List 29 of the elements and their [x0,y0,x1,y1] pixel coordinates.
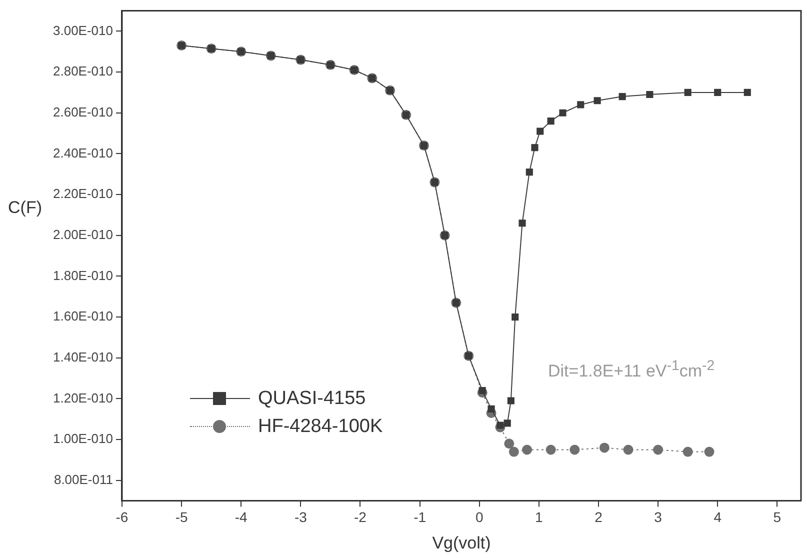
y-axis-title: C(F) [8,198,42,218]
y-tick-label: 2.80E-010 [52,64,113,79]
legend-label: QUASI-4155 [258,388,366,410]
y-tick-label: 1.80E-010 [52,268,113,283]
annotation: Dit=1.8E+11 eV$^{-1}$cm$^{-2}$ [548,358,715,382]
y-tick-label: 8.00E-011 [54,472,113,487]
y-tick-label: 2.40E-010 [52,145,113,160]
y-tick-label: 1.60E-010 [52,308,113,324]
y-tick-label: 2.00E-010 [52,226,113,242]
y-tick-label: 2.60E-010 [52,104,113,120]
y-tick-label: 1.00E-010 [52,431,113,446]
x-tick-label: 0 [475,509,484,526]
x-tick-label: -4 [234,509,248,526]
x-tick-label: -2 [354,509,367,526]
x-tick-label: 3 [654,509,662,526]
x-tick-label: -5 [175,509,188,526]
y-tick-label: 3.00E-010 [52,22,113,38]
x-tick-label: -3 [294,509,308,526]
x-tick-label: 4 [714,509,722,526]
x-tick-label: 2 [594,509,603,526]
x-tick-label: -6 [116,509,128,526]
legend-label: HF-4284-100K [258,416,383,438]
x-tick-label: -1 [414,509,426,526]
y-tick-label: 1.20E-010 [52,390,113,406]
y-tick-label: 1.40E-010 [52,349,113,364]
y-tick-label: 2.20E-010 [52,186,113,202]
x-tick-label: 1 [535,509,544,526]
x-axis-title: Vg(volt) [432,533,491,552]
x-tick-label: 5 [773,509,782,526]
